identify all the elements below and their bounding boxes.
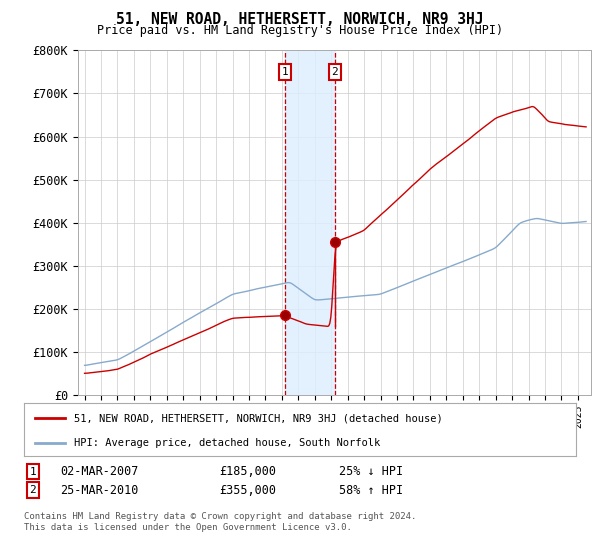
- Text: HPI: Average price, detached house, South Norfolk: HPI: Average price, detached house, Sout…: [74, 438, 380, 448]
- Text: 25-MAR-2010: 25-MAR-2010: [60, 483, 139, 497]
- Text: 2: 2: [29, 485, 37, 495]
- Text: 02-MAR-2007: 02-MAR-2007: [60, 465, 139, 478]
- Text: £185,000: £185,000: [219, 465, 276, 478]
- Text: Price paid vs. HM Land Registry's House Price Index (HPI): Price paid vs. HM Land Registry's House …: [97, 24, 503, 37]
- Bar: [284, 50, 335, 395]
- Text: 51, NEW ROAD, HETHERSETT, NORWICH, NR9 3HJ (detached house): 51, NEW ROAD, HETHERSETT, NORWICH, NR9 3…: [74, 413, 442, 423]
- Text: Contains HM Land Registry data © Crown copyright and database right 2024.
This d: Contains HM Land Registry data © Crown c…: [24, 512, 416, 532]
- Text: 2: 2: [332, 67, 338, 77]
- Text: 25% ↓ HPI: 25% ↓ HPI: [339, 465, 403, 478]
- Text: 58% ↑ HPI: 58% ↑ HPI: [339, 483, 403, 497]
- Text: 1: 1: [281, 67, 288, 77]
- Text: £355,000: £355,000: [219, 483, 276, 497]
- Text: 1: 1: [29, 466, 37, 477]
- Text: 51, NEW ROAD, HETHERSETT, NORWICH, NR9 3HJ: 51, NEW ROAD, HETHERSETT, NORWICH, NR9 3…: [116, 12, 484, 27]
